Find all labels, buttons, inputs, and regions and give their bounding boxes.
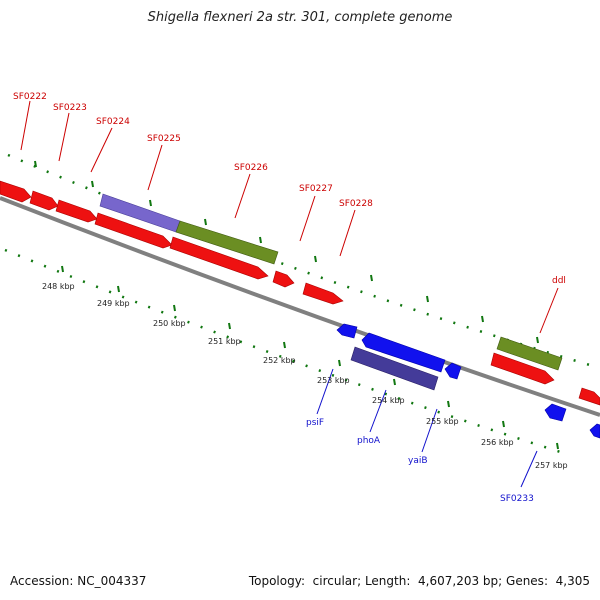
gene-arrow-sf0226[interactable] <box>169 236 269 280</box>
label-sf0233[interactable]: SF0233 <box>500 494 534 504</box>
outer-ticks <box>34 160 539 344</box>
gene-bar-green-ddl[interactable] <box>496 336 563 371</box>
reverse-genes <box>336 323 600 439</box>
ruler-label-256: 256 kbp <box>481 438 514 447</box>
gene-arrow-sf0223[interactable] <box>29 190 59 211</box>
forward-genes <box>0 180 600 406</box>
leader-psif <box>316 368 334 415</box>
map-title: Shigella flexneri 2a str. 301, complete … <box>147 10 453 25</box>
ruler-label-255: 255 kbp <box>426 417 459 426</box>
gene-bar-green[interactable] <box>175 220 279 265</box>
label-sf0223[interactable]: SF0223 <box>53 103 87 113</box>
accession-info: Accession: NC_004337 <box>10 574 146 588</box>
topology-label: Topology: <box>248 574 305 588</box>
genes-value: 4,305 <box>555 574 590 588</box>
ruler-label-257: 257 kbp <box>535 461 568 470</box>
leader-sf0228 <box>339 209 356 257</box>
ruler-label-253: 253 kbp <box>317 376 350 385</box>
leader-sf0222 <box>20 100 31 151</box>
topology-value: circular <box>312 574 358 588</box>
label-phoa[interactable]: phoA <box>357 436 381 446</box>
genes-label: Genes: <box>506 574 548 588</box>
ruler-label-252: 252 kbp <box>263 356 296 365</box>
top-labels: SF0222 SF0223 SF0224 SF0225 SF0226 SF022… <box>13 92 566 334</box>
gene-arrow-sf0222[interactable] <box>0 180 32 203</box>
leader-sf0224 <box>90 127 113 173</box>
label-sf0226[interactable]: SF0226 <box>234 163 268 173</box>
gene-arrow-next[interactable] <box>578 387 600 406</box>
accession-label: Accession: <box>10 574 74 588</box>
length-value: 4,607,203 bp <box>418 574 499 588</box>
ruler-label-254: 254 kbp <box>372 396 405 405</box>
inner-dotted-guide <box>4 248 571 457</box>
label-ddl[interactable]: ddl <box>552 276 566 286</box>
genome-backbone <box>0 196 600 417</box>
genome-stats: Topology: circular; Length: 4,607,203 bp… <box>248 574 590 588</box>
leader-phoa <box>369 389 387 433</box>
ruler-label-249: 249 kbp <box>97 299 130 308</box>
gene-arrow-sf0225[interactable] <box>94 212 173 249</box>
accession-value: NC_004337 <box>77 574 147 588</box>
gene-arrow-yaib[interactable] <box>444 362 462 380</box>
leader-sf0225 <box>147 144 163 191</box>
ruler-labels: 248 kbp 249 kbp 250 kbp 251 kbp 252 kbp … <box>42 282 568 470</box>
label-sf0225[interactable]: SF0225 <box>147 134 181 144</box>
ruler-label-250: 250 kbp <box>153 319 186 328</box>
gene-arrow-sf0233[interactable] <box>544 403 567 422</box>
leader-ddl <box>539 287 559 334</box>
ruler-label-251: 251 kbp <box>208 337 241 346</box>
leader-yaib <box>421 408 438 453</box>
leader-sf0233 <box>520 450 538 488</box>
leader-sf0227 <box>299 195 316 242</box>
label-sf0222[interactable]: SF0222 <box>13 92 47 102</box>
label-psif[interactable]: psiF <box>306 418 324 428</box>
label-yaib[interactable]: yaiB <box>408 456 428 466</box>
ruler-ticks <box>61 265 559 450</box>
length-label: Length: <box>364 574 411 588</box>
label-sf0227[interactable]: SF0227 <box>299 184 333 194</box>
gene-arrow-phoa[interactable] <box>361 332 446 373</box>
gene-arrow-ddl[interactable] <box>490 352 555 385</box>
label-sf0228[interactable]: SF0228 <box>339 199 373 209</box>
gene-arrow-psif[interactable] <box>336 323 358 339</box>
leader-sf0226 <box>234 173 251 219</box>
ruler-label-248: 248 kbp <box>42 282 75 291</box>
gene-arrow-sf0227[interactable] <box>272 270 295 288</box>
gene-bar-navy[interactable] <box>350 346 439 391</box>
gene-arrow-sf0224[interactable] <box>55 199 98 223</box>
bottom-labels: psiF phoA yaiB SF0233 <box>306 368 538 504</box>
gene-arrow-sf0228[interactable] <box>302 282 344 305</box>
label-sf0224[interactable]: SF0224 <box>96 117 130 127</box>
leader-sf0223 <box>58 112 70 162</box>
gene-arrow-edge[interactable] <box>589 423 600 439</box>
